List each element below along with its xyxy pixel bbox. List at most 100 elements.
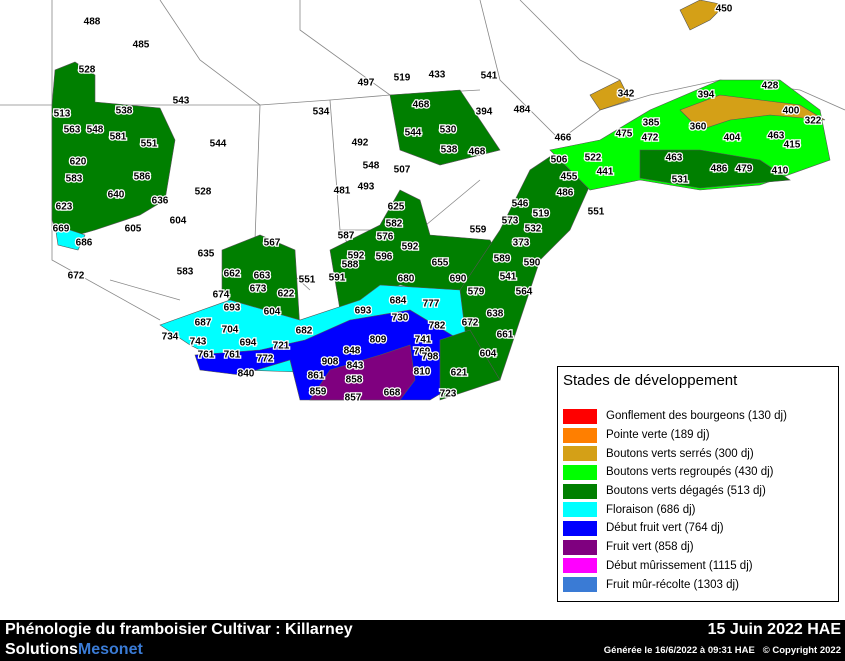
legend-swatch <box>563 502 597 518</box>
station-labels: 488 485 528 543 513 538 563 548 581 551 544 620 583 5… <box>51 2 823 405</box>
legend-item: Gonflement des bourgeons (130 dj) <box>563 407 838 426</box>
station-value: 559 <box>470 225 487 236</box>
legend-swatch <box>563 558 597 574</box>
station-value: 777 <box>423 299 440 310</box>
station-value: 433 <box>429 70 446 81</box>
station-value: 441 <box>597 167 614 178</box>
legend-swatch <box>563 577 597 593</box>
station-value: 638 <box>487 309 504 320</box>
legend-swatch <box>563 464 597 480</box>
station-value: 544 <box>405 128 422 139</box>
station-value: 567 <box>264 238 281 249</box>
station-value: 548 <box>363 161 380 172</box>
station-value: 546 <box>512 199 529 210</box>
station-value: 769 <box>414 347 431 358</box>
station-value: 623 <box>56 202 73 213</box>
station-value: 551 <box>588 207 605 218</box>
station-value: 686 <box>76 238 93 249</box>
station-value: 455 <box>561 172 578 183</box>
station-value: 497 <box>358 78 375 89</box>
footer-title: Phénologie du framboisier Cultivar : Kil… <box>5 621 353 638</box>
station-value: 475 <box>616 129 633 140</box>
brand-part: Solutions <box>5 641 78 658</box>
legend: Stades de développement Gonflement des b… <box>557 366 839 602</box>
station-value: 848 <box>344 346 361 357</box>
station-value: 394 <box>476 107 493 118</box>
station-value: 662 <box>224 269 241 280</box>
legend-label: Floraison (686 dj) <box>606 503 696 516</box>
brand-part: Mesonet <box>77 641 143 658</box>
station-value: 583 <box>177 267 194 278</box>
station-value: 589 <box>494 254 511 265</box>
legend-label: Pointe verte (189 dj) <box>606 429 710 442</box>
station-value: 669 <box>53 224 70 235</box>
station-value: 528 <box>195 187 212 198</box>
station-value: 522 <box>585 153 602 164</box>
station-value: 721 <box>273 341 290 352</box>
station-value: 548 <box>87 125 104 136</box>
legend-label: Gonflement des bourgeons (130 dj) <box>606 410 787 423</box>
station-value: 604 <box>264 307 281 318</box>
station-value: 673 <box>250 284 267 295</box>
station-value: 687 <box>195 318 212 329</box>
station-value: 479 <box>736 164 753 175</box>
station-value: 541 <box>500 272 517 283</box>
legend-item: Boutons verts dégagés (513 dj) <box>563 482 838 501</box>
legend-item: Fruit vert (858 dj) <box>563 538 838 557</box>
station-value: 743 <box>190 337 207 348</box>
station-value: 519 <box>533 209 550 220</box>
station-value: 583 <box>66 174 83 185</box>
station-value: 859 <box>310 387 327 398</box>
station-value: 586 <box>134 172 151 183</box>
station-value: 810 <box>414 367 431 378</box>
station-value: 761 <box>198 350 215 361</box>
station-value: 604 <box>170 216 187 227</box>
station-value: 704 <box>222 325 239 336</box>
station-value: 450 <box>716 4 733 15</box>
station-value: 485 <box>133 40 150 51</box>
station-value: 538 <box>441 145 458 156</box>
station-value: 690 <box>450 274 467 285</box>
station-value: 532 <box>525 224 542 235</box>
station-value: 564 <box>516 287 533 298</box>
station-value: 668 <box>384 388 401 399</box>
station-value: 481 <box>334 186 351 197</box>
station-value: 581 <box>110 132 127 143</box>
station-value: 573 <box>502 216 519 227</box>
station-value: 582 <box>386 219 403 230</box>
station-value: 672 <box>68 271 85 282</box>
legend-swatch <box>563 427 597 443</box>
station-value: 672 <box>462 318 479 329</box>
station-value: 322 <box>805 116 822 127</box>
station-value: 640 <box>108 190 125 201</box>
station-value: 682 <box>296 326 313 337</box>
legend-swatch <box>563 520 597 536</box>
station-value: 596 <box>376 252 393 263</box>
station-value: 861 <box>308 371 325 382</box>
station-value: 761 <box>224 350 241 361</box>
station-value: 798 <box>422 352 439 363</box>
station-value: 604 <box>480 349 497 360</box>
regions <box>51 0 831 401</box>
station-value: 674 <box>213 290 230 301</box>
station-value: 404 <box>724 133 741 144</box>
station-value: 486 <box>711 164 728 175</box>
station-value: 373 <box>513 238 530 249</box>
legend-label: Fruit mûr-récolte (1303 dj) <box>606 578 739 591</box>
station-value: 843 <box>347 361 364 372</box>
legend-label: Fruit vert (858 dj) <box>606 541 694 554</box>
station-value: 621 <box>451 368 468 379</box>
station-value: 684 <box>390 296 407 307</box>
legend-item: Fruit mûr-récolte (1303 dj) <box>563 575 838 594</box>
legend-item: Floraison (686 dj) <box>563 500 838 519</box>
station-value: 661 <box>497 330 514 341</box>
station-value: 385 <box>643 118 660 129</box>
footer: Phénologie du framboisier Cultivar : Kil… <box>0 620 845 661</box>
station-value: 342 <box>618 89 635 100</box>
station-value: 840 <box>238 369 255 380</box>
station-value: 579 <box>468 287 485 298</box>
station-value: 782 <box>429 321 446 332</box>
station-value: 592 <box>348 251 365 262</box>
station-value: 492 <box>352 138 369 149</box>
station-value: 693 <box>355 306 372 317</box>
